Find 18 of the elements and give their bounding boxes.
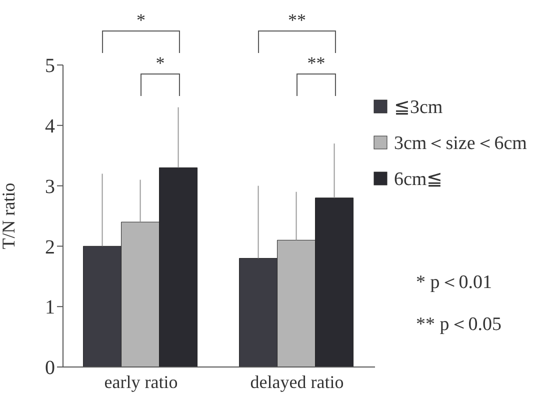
y-tick-label: 3 [45,176,55,198]
annotation: * [156,53,165,73]
y-tick-label: 5 [45,55,55,78]
y-tick-label: 0 [45,357,55,380]
text: ** [288,10,306,30]
y-tick-label: 4 [45,116,55,138]
text: * p＜0.01 [416,272,492,293]
y-tick-label: 2 [45,236,55,258]
y-axis-title: T/N ratio [0,182,18,250]
legend-label: 6cm≦ [394,169,443,190]
y-tick-label: 1 [45,296,55,319]
x-tick-label: delayed ratio [250,372,344,392]
annotation: ** [307,53,326,73]
x-tick-label: early ratio [104,372,178,392]
legend-label: 3cm＜size＜6cm [394,133,528,154]
legend-label: ≦3cm [394,97,443,118]
text: ** p＜0.05 [416,314,502,335]
text: * [136,10,146,30]
